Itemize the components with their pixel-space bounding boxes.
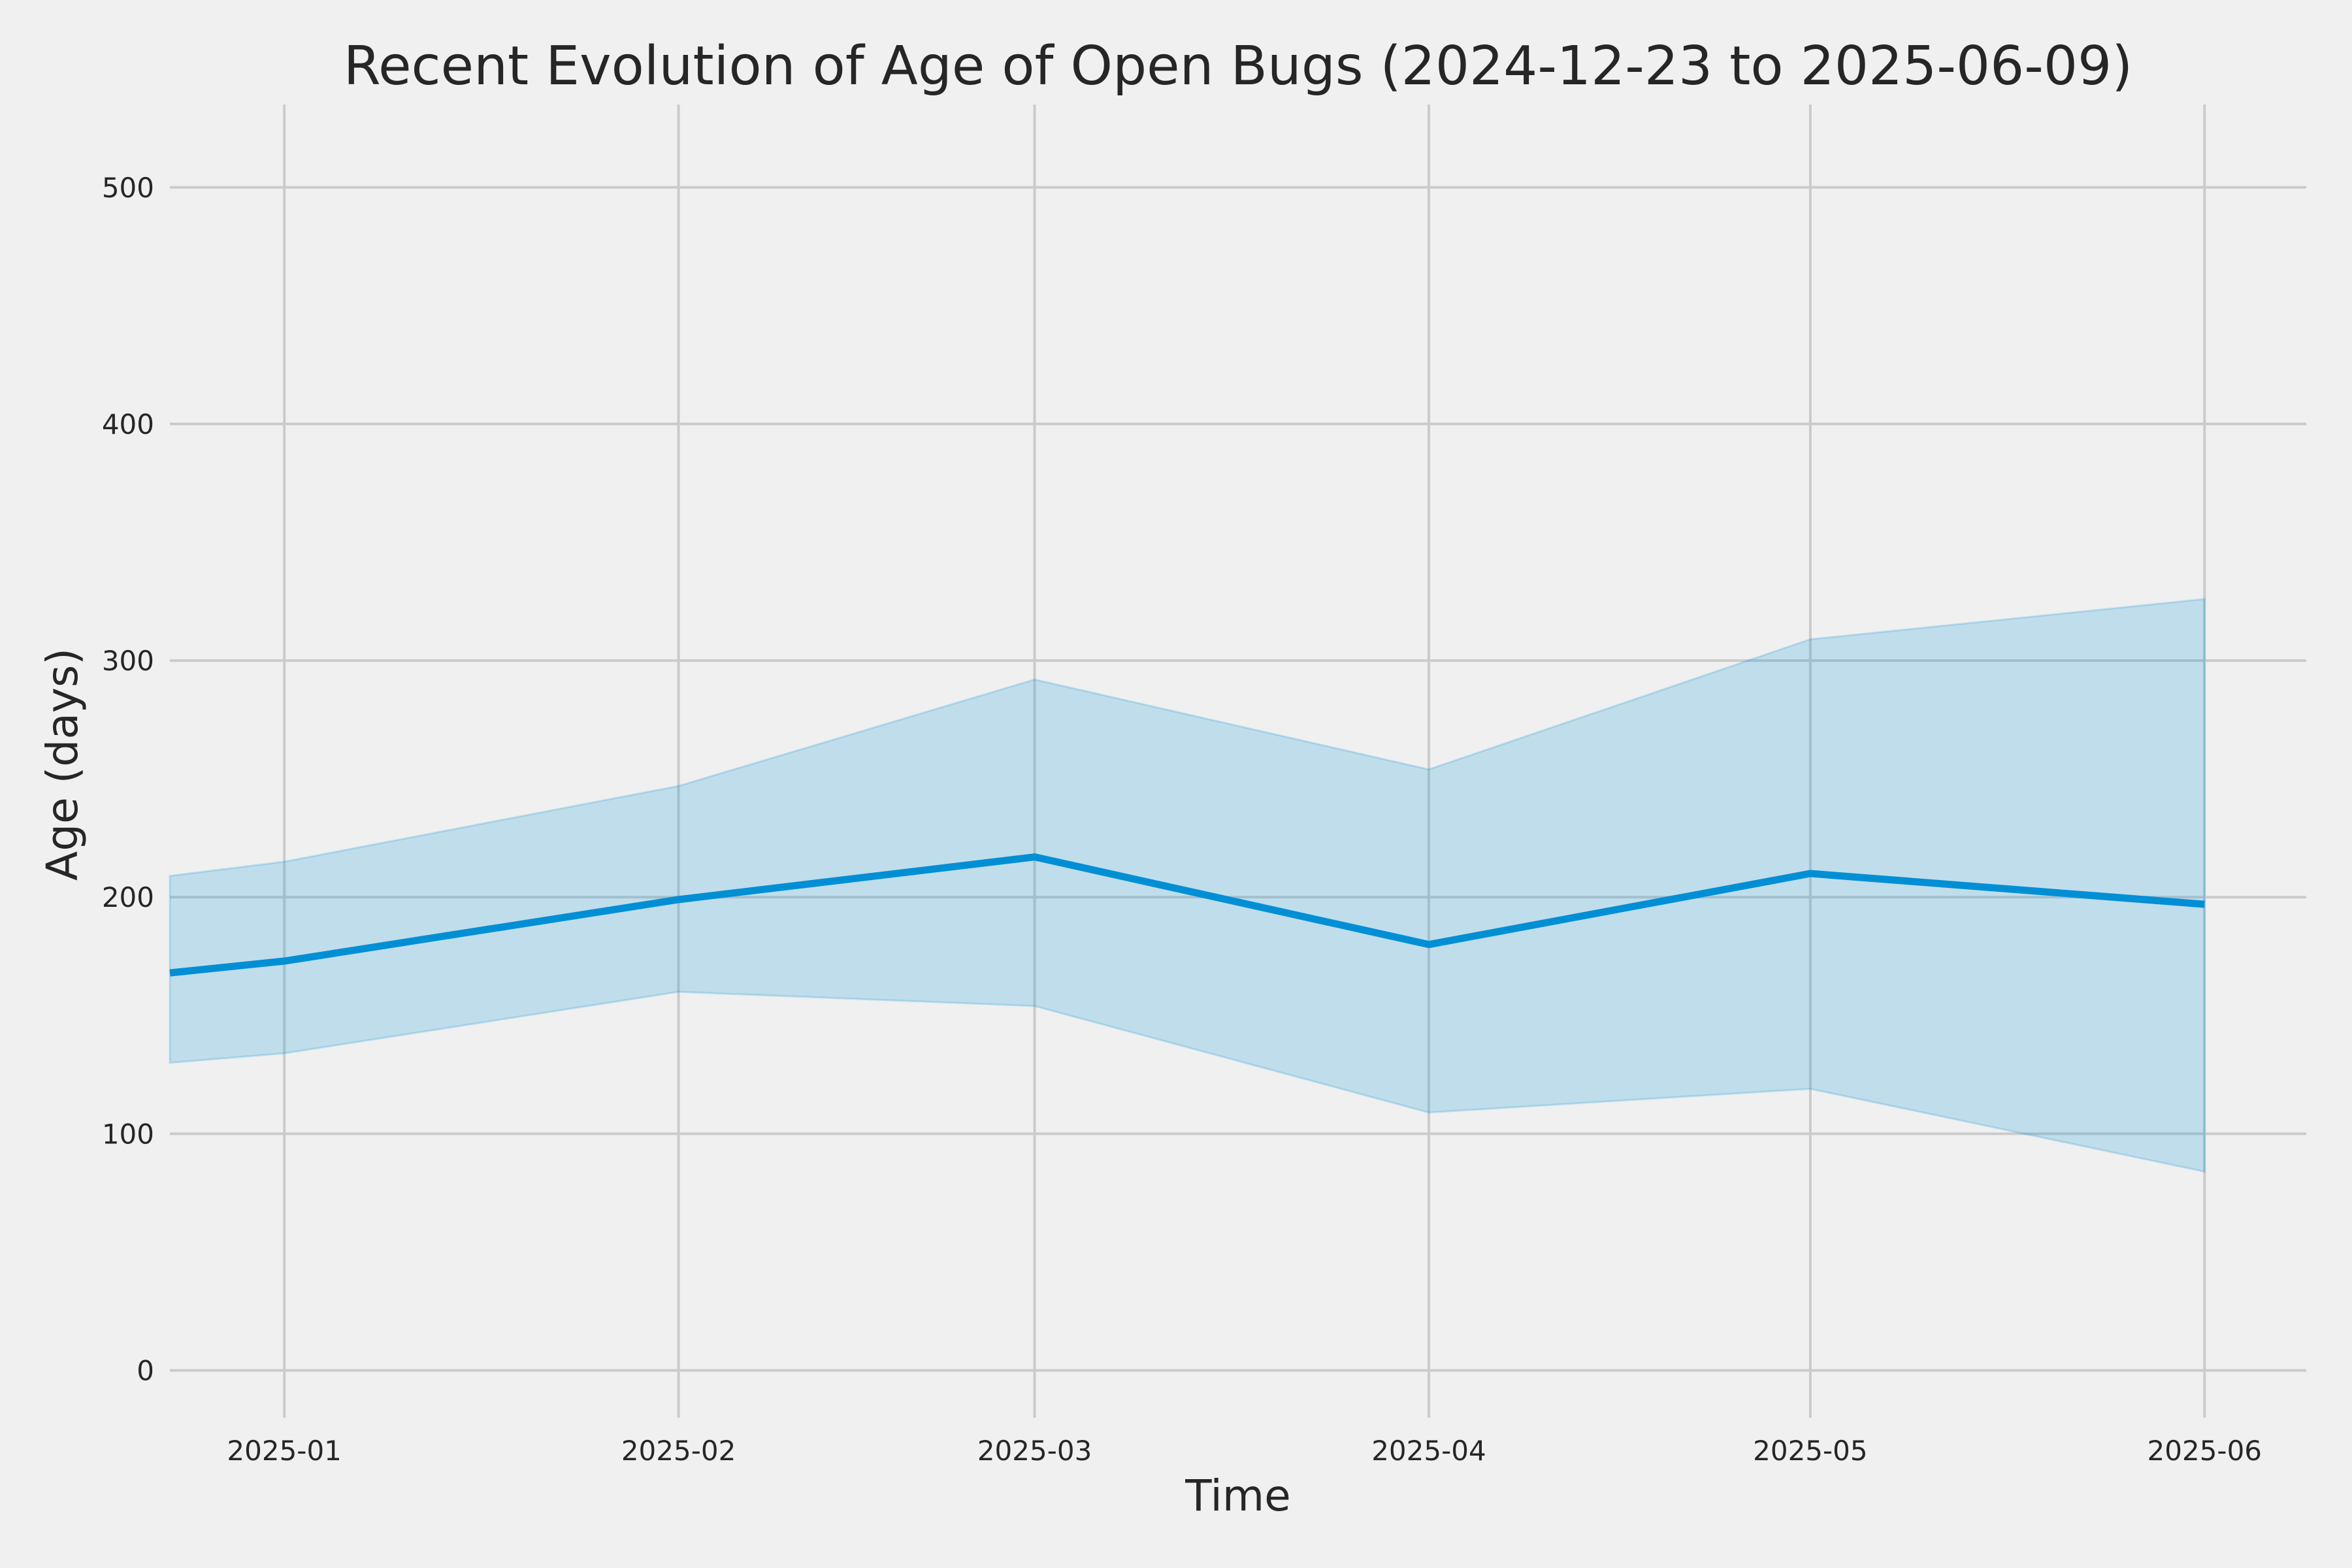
chart-title: Recent Evolution of Age of Open Bugs (20… [344,35,2132,97]
x-tick-label: 2025-03 [977,1435,1092,1467]
band-layer [169,598,2206,1173]
line-layer [169,853,2205,977]
tick-labels: 0 100 200 300 400 500 2025-01 2025-02 2025-03 202… [102,172,2262,1467]
confidence-band [169,598,2206,1173]
x-axis-label: Time [1184,1471,1291,1521]
y-tick-label: 400 [102,408,154,440]
y-tick-label: 500 [102,172,154,204]
x-tick-label: 2025-05 [1753,1435,1868,1467]
y-tick-label: 0 [137,1355,154,1387]
y-tick-label: 200 [102,881,154,913]
x-tick-label: 2025-02 [621,1435,736,1467]
series-line [169,853,2205,977]
x-tick-label: 2025-04 [1371,1435,1486,1467]
y-tick-label: 300 [102,645,154,677]
x-tick-label: 2025-06 [2148,1435,2262,1467]
y-axis-label: Age (days) [37,648,88,881]
x-tick-label: 2025-01 [227,1435,342,1467]
y-tick-label: 100 [102,1118,154,1150]
grid-lines [170,105,2306,1418]
